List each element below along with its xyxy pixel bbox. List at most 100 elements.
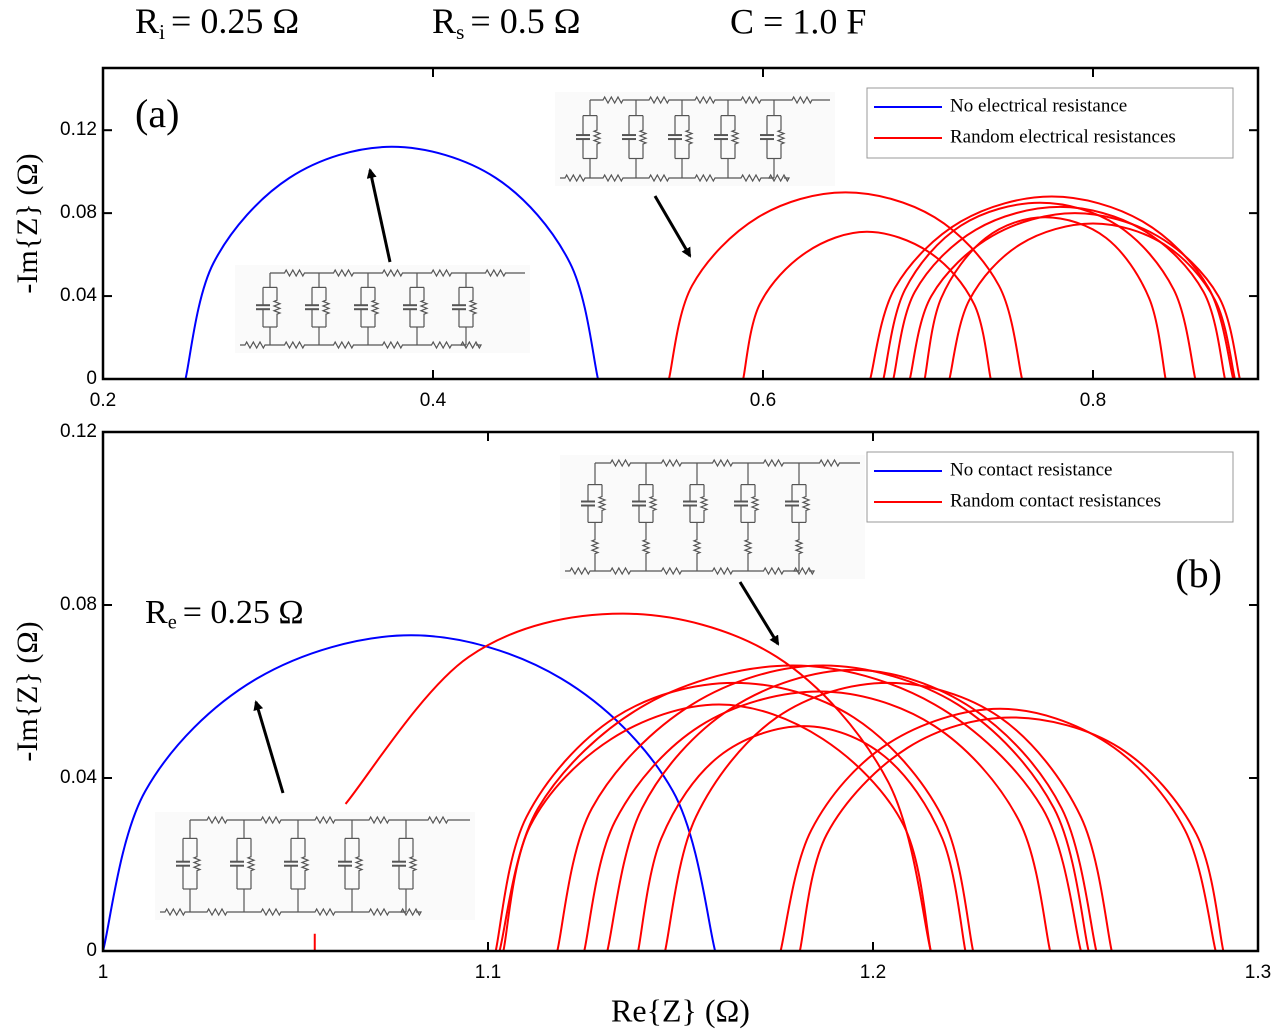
inset-background (555, 92, 835, 186)
impedance-curve (869, 195, 1235, 380)
resistor (590, 173, 636, 183)
resistor (748, 566, 799, 576)
legend-label: No electrical resistance (950, 95, 1127, 116)
resistor (636, 95, 682, 105)
impedance-curve (498, 664, 1082, 952)
legend-label: No contact resistance (950, 459, 1112, 480)
x-tick-label: 1.1 (475, 962, 501, 983)
value: = 0.25 Ω (171, 1, 299, 41)
impedance-curve (779, 707, 1217, 952)
impedance-curve (606, 668, 1098, 952)
y-tick-label: 0.04 (60, 767, 97, 788)
resistor (270, 340, 319, 350)
x-tick-label: 1.3 (1245, 962, 1271, 983)
resistor (682, 95, 728, 105)
y-tick-label: 0 (86, 940, 97, 961)
inset-background (155, 812, 475, 920)
y-axis-label: -Im{Z} (Ω) (11, 153, 44, 293)
resistor (466, 268, 525, 278)
y-tick-label: 0.12 (60, 119, 97, 140)
resistor (352, 815, 406, 825)
y-tick-label: 0 (86, 368, 97, 389)
circuit-inset (555, 92, 835, 186)
resistor (319, 268, 368, 278)
resistor (417, 340, 466, 350)
resistor (799, 458, 860, 468)
resistor (417, 268, 466, 278)
resistor (641, 522, 651, 571)
impedance-curve (908, 212, 1241, 380)
resistor (270, 268, 319, 278)
resistor (352, 907, 406, 917)
resistor (190, 907, 244, 917)
resistor (298, 815, 352, 825)
resistor (697, 566, 748, 576)
subscript: e (168, 611, 177, 633)
resistor (319, 340, 368, 350)
impedance-curve (882, 201, 1197, 380)
impedance-curve (664, 681, 1113, 952)
resistor (728, 173, 774, 183)
panel-label: (a) (135, 91, 179, 136)
resistor (560, 173, 590, 183)
circuit-inset (560, 455, 865, 579)
symbol: R (145, 594, 168, 631)
plot-frame (101, 430, 1260, 953)
impedance-curve (184, 145, 599, 380)
x-axis-label: Re{Z} (Ω) (611, 992, 750, 1028)
x-tick-label: 0.6 (750, 390, 776, 411)
resistor (406, 815, 470, 825)
parameter-label: C = 1.0 F (730, 1, 866, 41)
legend-label: Random electrical resistances (950, 126, 1176, 147)
resistor (692, 522, 702, 571)
resistor (648, 484, 658, 523)
circuit-inset (235, 265, 530, 353)
parameter-label: Re = 0.25 Ω (145, 594, 304, 633)
resistor (321, 287, 331, 327)
symbol: R (135, 1, 159, 41)
resistor (592, 115, 602, 159)
arrow (738, 581, 780, 646)
resistor (244, 815, 298, 825)
resistor (750, 484, 760, 523)
resistor (728, 95, 774, 105)
resistor (776, 115, 786, 159)
circuit-inset (155, 812, 475, 920)
impedance-curve (948, 222, 1236, 380)
resistor (399, 907, 423, 917)
panel-label: (b) (1175, 551, 1222, 596)
resistor (638, 115, 648, 159)
resistor (190, 815, 244, 825)
impedance-curve (923, 216, 1167, 380)
resistor (354, 838, 364, 889)
resistor (565, 566, 595, 576)
value: = 0.25 Ω (183, 594, 304, 631)
resistor (368, 268, 417, 278)
plot-frame (101, 66, 1260, 381)
resistor (646, 458, 697, 468)
subscript: s (456, 20, 464, 44)
subscript: i (159, 20, 165, 44)
resistor (419, 287, 429, 327)
arrow (253, 700, 285, 794)
resistor (684, 115, 694, 159)
resistor (792, 566, 816, 576)
resistor (590, 95, 636, 105)
inset-background (235, 265, 530, 353)
resistor (160, 907, 190, 917)
resistor (408, 838, 418, 889)
resistor (636, 173, 682, 183)
resistor (240, 340, 270, 350)
arrow (366, 168, 392, 263)
resistor (298, 907, 352, 917)
impedance-curve (102, 634, 717, 952)
legend-label: Random contact resistances (950, 490, 1161, 511)
resistor (774, 95, 830, 105)
y-tick-label: 0.08 (60, 594, 97, 615)
resistor (748, 458, 799, 468)
parameter-label: Ri = 0.25 Ω (135, 1, 299, 44)
resistor (699, 484, 709, 523)
y-tick-label: 0.12 (60, 421, 97, 442)
y-tick-label: 0.04 (60, 285, 97, 306)
value: = 0.5 Ω (470, 1, 580, 41)
